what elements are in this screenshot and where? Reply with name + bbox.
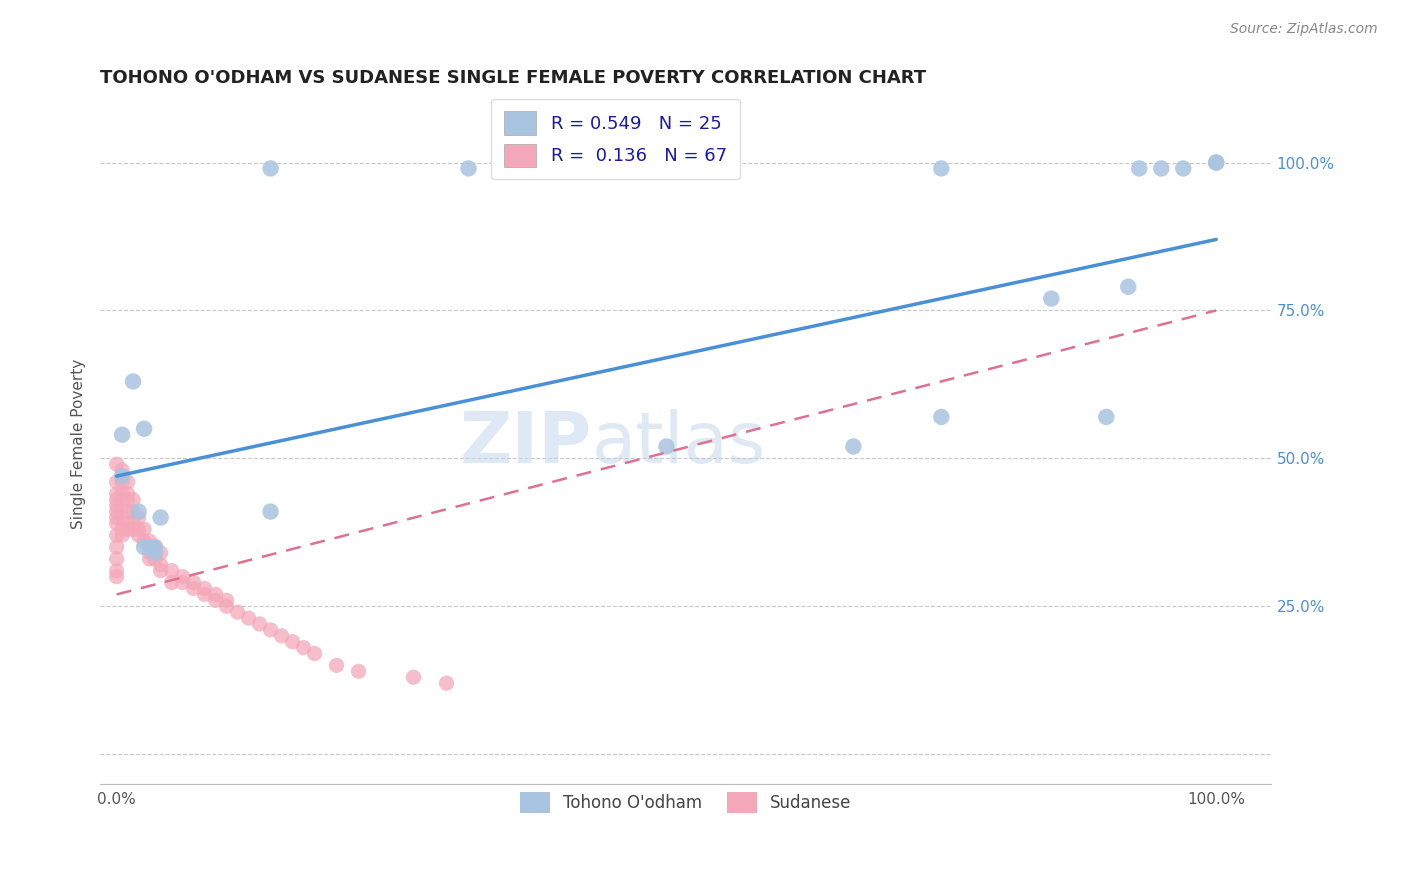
Point bbox=[128, 505, 150, 519]
Point bbox=[128, 522, 150, 536]
Point bbox=[259, 623, 281, 637]
Point bbox=[138, 534, 160, 549]
Point bbox=[1205, 155, 1227, 169]
Point bbox=[226, 605, 249, 619]
Point bbox=[143, 540, 166, 554]
Point bbox=[259, 161, 281, 176]
Point bbox=[111, 475, 134, 489]
Text: atlas: atlas bbox=[592, 409, 766, 478]
Point bbox=[111, 499, 134, 513]
Point bbox=[132, 522, 155, 536]
Point bbox=[172, 575, 194, 590]
Y-axis label: Single Female Poverty: Single Female Poverty bbox=[72, 359, 86, 529]
Point bbox=[117, 487, 139, 501]
Point bbox=[105, 564, 128, 578]
Point bbox=[1095, 409, 1118, 424]
Point bbox=[111, 510, 134, 524]
Point bbox=[249, 617, 271, 632]
Point bbox=[304, 647, 326, 661]
Point bbox=[105, 528, 128, 542]
Point bbox=[842, 440, 865, 454]
Point bbox=[149, 558, 172, 572]
Point bbox=[149, 546, 172, 560]
Point bbox=[292, 640, 315, 655]
Point bbox=[931, 161, 953, 176]
Point bbox=[122, 492, 145, 507]
Point bbox=[105, 492, 128, 507]
Point bbox=[931, 409, 953, 424]
Point bbox=[183, 575, 205, 590]
Point bbox=[270, 629, 292, 643]
Point bbox=[1205, 155, 1227, 169]
Point bbox=[111, 522, 134, 536]
Point bbox=[457, 161, 479, 176]
Point bbox=[160, 575, 183, 590]
Point bbox=[111, 469, 134, 483]
Point bbox=[1150, 161, 1173, 176]
Point bbox=[122, 375, 145, 389]
Point bbox=[138, 552, 160, 566]
Point bbox=[1173, 161, 1195, 176]
Point bbox=[143, 540, 166, 554]
Point bbox=[259, 505, 281, 519]
Point bbox=[128, 510, 150, 524]
Point bbox=[105, 569, 128, 583]
Point bbox=[122, 516, 145, 531]
Text: Source: ZipAtlas.com: Source: ZipAtlas.com bbox=[1230, 22, 1378, 37]
Point bbox=[204, 593, 226, 607]
Point bbox=[111, 427, 134, 442]
Point bbox=[183, 582, 205, 596]
Point bbox=[117, 516, 139, 531]
Point bbox=[105, 499, 128, 513]
Point bbox=[172, 569, 194, 583]
Point bbox=[117, 492, 139, 507]
Point bbox=[111, 463, 134, 477]
Point bbox=[105, 505, 128, 519]
Point bbox=[215, 599, 238, 614]
Point bbox=[105, 487, 128, 501]
Point bbox=[105, 540, 128, 554]
Point bbox=[194, 587, 217, 601]
Point bbox=[281, 634, 304, 648]
Point bbox=[138, 546, 160, 560]
Point bbox=[105, 516, 128, 531]
Point bbox=[1128, 161, 1150, 176]
Text: TOHONO O'ODHAM VS SUDANESE SINGLE FEMALE POVERTY CORRELATION CHART: TOHONO O'ODHAM VS SUDANESE SINGLE FEMALE… bbox=[100, 69, 927, 87]
Point bbox=[138, 540, 160, 554]
Point bbox=[325, 658, 347, 673]
Point bbox=[132, 422, 155, 436]
Point bbox=[122, 522, 145, 536]
Point bbox=[204, 587, 226, 601]
Text: ZIP: ZIP bbox=[460, 409, 592, 478]
Point bbox=[117, 505, 139, 519]
Point bbox=[238, 611, 260, 625]
Point bbox=[132, 540, 155, 554]
Point bbox=[143, 546, 166, 560]
Point bbox=[143, 552, 166, 566]
Point bbox=[132, 534, 155, 549]
Point bbox=[105, 552, 128, 566]
Point bbox=[160, 564, 183, 578]
Point bbox=[194, 582, 217, 596]
Point bbox=[1116, 279, 1139, 293]
Point bbox=[111, 528, 134, 542]
Point bbox=[215, 593, 238, 607]
Point bbox=[436, 676, 458, 690]
Point bbox=[128, 528, 150, 542]
Point bbox=[149, 510, 172, 524]
Legend: Tohono O'odham, Sudanese: Tohono O'odham, Sudanese bbox=[509, 781, 862, 823]
Point bbox=[117, 475, 139, 489]
Point bbox=[105, 475, 128, 489]
Point bbox=[105, 457, 128, 471]
Point bbox=[122, 505, 145, 519]
Point bbox=[655, 440, 678, 454]
Point bbox=[1040, 292, 1063, 306]
Point bbox=[105, 510, 128, 524]
Point bbox=[149, 564, 172, 578]
Point bbox=[347, 665, 370, 679]
Point bbox=[402, 670, 425, 684]
Point bbox=[111, 487, 134, 501]
Point bbox=[117, 522, 139, 536]
